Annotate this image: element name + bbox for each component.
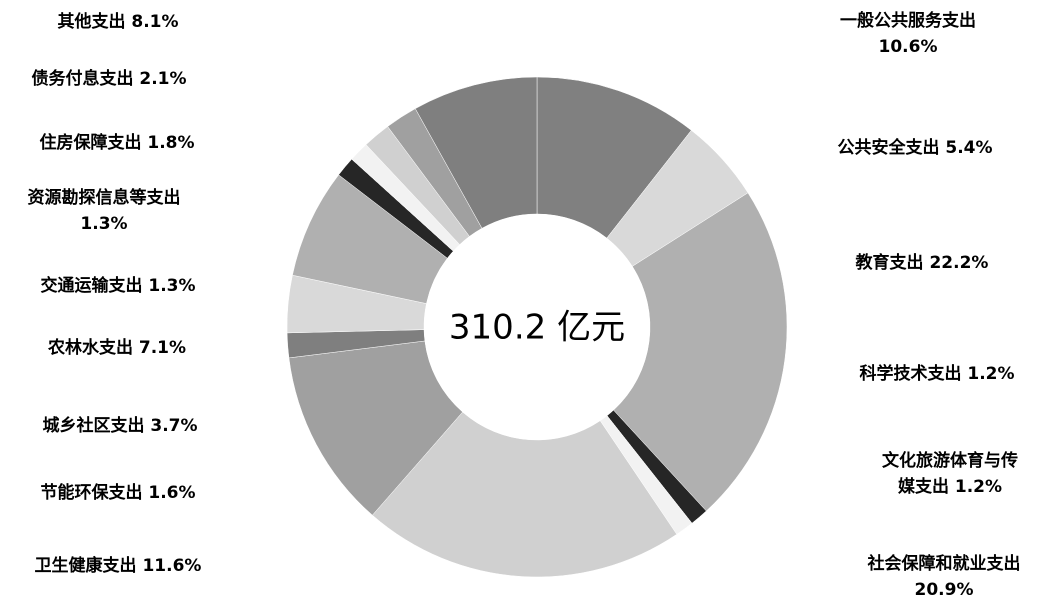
slice-label-name-12: 住房保障支出 (39, 132, 141, 153)
slice-label-4: 文化旅游体育与传媒支出 1.2% (882, 450, 1018, 497)
slice-label-value-9: 7.1% (133, 338, 186, 358)
slice-label-name-14: 其他支出 (57, 11, 125, 32)
slice-label-14: 其他支出 8.1% (57, 11, 178, 32)
slice-label-value-5: 20.9% (915, 580, 974, 600)
slice-label-value-1: 5.4% (939, 138, 992, 158)
slice-label-name-8: 城乡社区支出 (42, 415, 144, 436)
slice-label-value-4: 1.2% (949, 477, 1002, 497)
slice-label-value-14: 8.1% (125, 12, 178, 32)
slice-label-1: 公共安全支出 5.4% (837, 137, 992, 158)
donut-slices (286, 76, 788, 578)
slice-label-8: 城乡社区支出 3.7% (42, 415, 197, 436)
slice-label-name-10: 交通运输支出 (40, 275, 142, 296)
slice-label-11: 资源勘探信息等支出 1.3% (28, 187, 181, 234)
slice-label-13: 债务付息支出 2.1% (31, 68, 186, 89)
slice-label-name-0: 一般公共服务支出 (840, 10, 976, 31)
slice-label-value-2: 22.2% (924, 253, 989, 273)
slice-label-value-0: 10.6% (879, 37, 938, 57)
slice-label-7: 节能环保支出 1.6% (40, 482, 195, 503)
slice-label-name-3: 科学技术支出 (859, 363, 961, 384)
slice-label-value-11: 1.3% (80, 214, 127, 234)
slice-label-6: 卫生健康支出 11.6% (35, 555, 202, 576)
slice-label-name-rest-4: 媒支出 (898, 476, 949, 497)
slice-label-name-5: 社会保障和就业支出 (867, 553, 1021, 574)
slice-label-name-6: 卫生健康支出 (35, 555, 137, 576)
slice-label-2: 教育支出 22.2% (855, 252, 989, 273)
slice-label-value-3: 1.2% (961, 364, 1014, 384)
slice-label-9: 农林水支出 7.1% (47, 337, 186, 358)
slice-label-name-7: 节能环保支出 (40, 482, 142, 503)
slice-label-name-4: 文化旅游体育与传 (882, 450, 1018, 471)
slice-label-0: 一般公共服务支出 10.6% (840, 10, 976, 57)
slice-label-value-12: 1.8% (141, 133, 194, 153)
slice-label-value-13: 2.1% (133, 69, 186, 89)
slice-label-10: 交通运输支出 1.3% (40, 275, 195, 296)
slice-label-name-1: 公共安全支出 (837, 137, 939, 158)
slice-label-value-7: 1.6% (142, 483, 195, 503)
slice-labels: 一般公共服务支出 10.6% 公共安全支出 5.4% 教育支出 22.2% 科学技术支出… (28, 10, 1021, 600)
donut-hole (424, 214, 650, 440)
slice-label-name-11: 资源勘探信息等支出 (28, 187, 181, 208)
slice-label-name-2: 教育支出 (855, 252, 924, 273)
slice-label-5: 社会保障和就业支出 20.9% (867, 553, 1021, 600)
slice-label-value-6: 11.6% (137, 556, 202, 576)
slice-label-3: 科学技术支出 1.2% (859, 363, 1014, 384)
center-total-label: 310.2 亿元 (449, 308, 625, 348)
slice-label-value-8: 3.7% (144, 416, 197, 436)
slice-label-value-10: 1.3% (142, 276, 195, 296)
slice-label-12: 住房保障支出 1.8% (39, 132, 194, 153)
slice-label-name-13: 债务付息支出 (31, 68, 133, 89)
slice-label-name-9: 农林水支出 (47, 337, 133, 358)
